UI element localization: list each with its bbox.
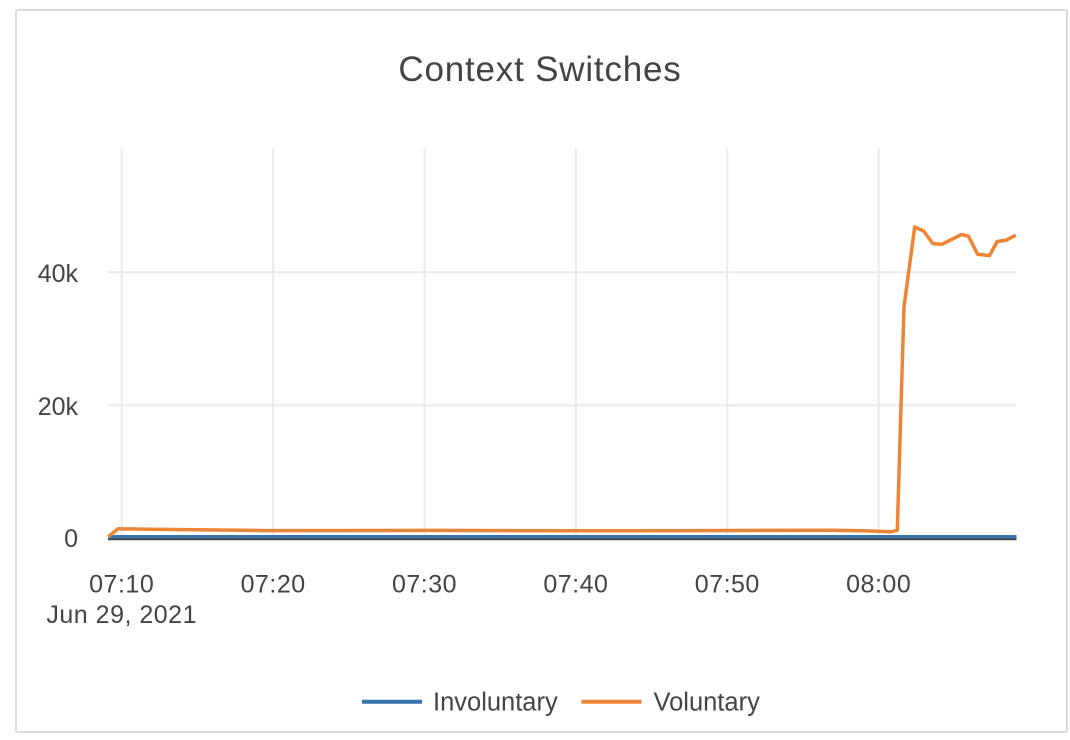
svg-text:Jun 29, 2021: Jun 29, 2021	[46, 601, 197, 629]
svg-text:07:10: 07:10	[89, 570, 154, 598]
svg-text:07:50: 07:50	[695, 570, 760, 598]
svg-text:07:20: 07:20	[241, 570, 306, 598]
svg-text:Voluntary: Voluntary	[654, 689, 761, 717]
svg-text:Context Switches: Context Switches	[398, 50, 681, 89]
svg-text:20k: 20k	[38, 393, 79, 421]
svg-text:40k: 40k	[38, 260, 79, 288]
svg-text:07:30: 07:30	[392, 570, 457, 598]
svg-text:08:00: 08:00	[846, 570, 911, 598]
svg-text:07:40: 07:40	[543, 570, 608, 598]
svg-text:0: 0	[64, 525, 78, 553]
svg-text:Involuntary: Involuntary	[433, 689, 558, 717]
